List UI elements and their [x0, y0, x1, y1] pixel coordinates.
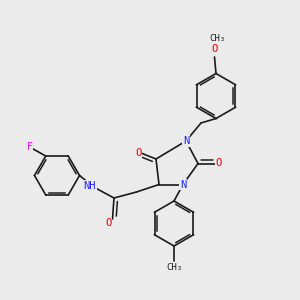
- Text: F: F: [27, 142, 33, 152]
- Text: O: O: [105, 218, 111, 229]
- Text: O: O: [135, 148, 141, 158]
- Text: NH: NH: [83, 181, 96, 191]
- Text: N: N: [183, 136, 189, 146]
- Text: CH₃: CH₃: [166, 262, 182, 272]
- Text: O: O: [212, 44, 218, 55]
- Text: N: N: [180, 179, 186, 190]
- Text: CH₃: CH₃: [209, 34, 226, 43]
- Text: O: O: [216, 158, 222, 169]
